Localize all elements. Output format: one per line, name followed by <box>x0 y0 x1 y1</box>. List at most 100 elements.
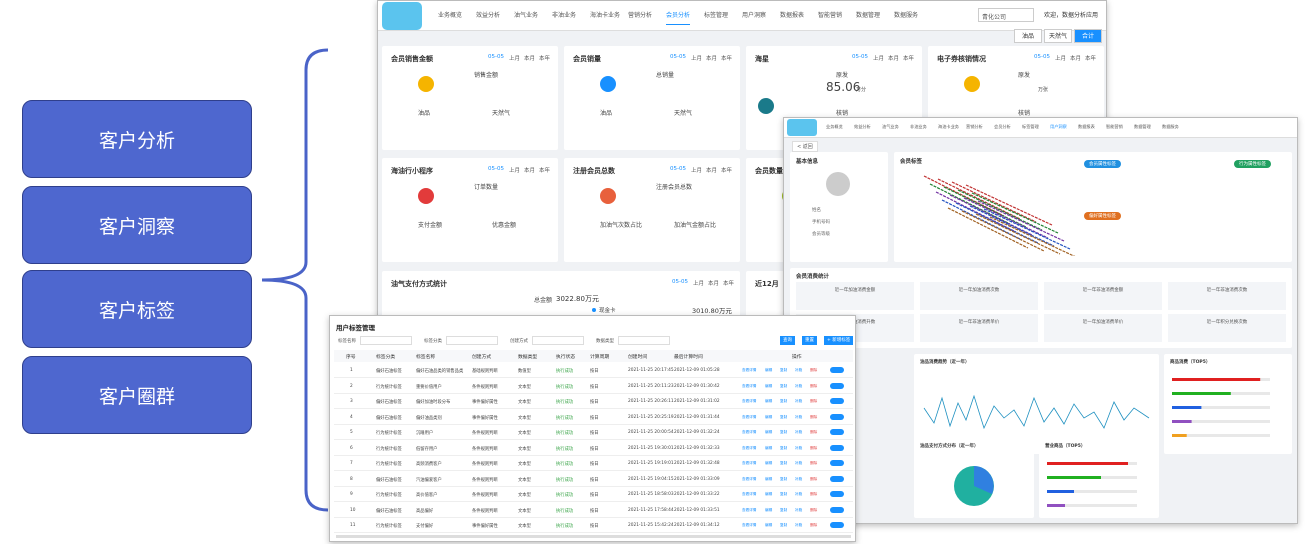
row-action[interactable]: 复制 <box>780 414 788 419</box>
row-action[interactable]: 查看详情 <box>742 476 757 481</box>
period-tab: 上月 <box>509 56 521 62</box>
row-action[interactable]: 编辑 <box>765 368 773 372</box>
row-action[interactable]: 编辑 <box>765 430 773 434</box>
menu-button[interactable]: 客户圈群 <box>22 356 252 434</box>
row-action[interactable]: 查看详情 <box>742 461 757 465</box>
back-link: < 返回 <box>792 141 818 152</box>
row-action[interactable]: 查看详情 <box>742 492 757 496</box>
nav-item[interactable]: 会员分析 <box>666 10 691 25</box>
row-action[interactable]: 复制 <box>780 445 788 450</box>
row-action[interactable]: 补跑 <box>795 368 803 372</box>
row-action[interactable]: 补跑 <box>795 461 803 465</box>
row-action[interactable]: 编辑 <box>765 492 773 496</box>
chart-graphic <box>1047 462 1137 507</box>
card-label: 销售金额 <box>474 72 499 79</box>
nav-item[interactable]: 数据管理 <box>856 12 881 19</box>
row-action[interactable]: 编辑 <box>765 383 773 388</box>
row-action[interactable]: 补跑 <box>795 445 803 450</box>
row-action[interactable]: 复制 <box>780 461 788 465</box>
row-action[interactable]: 复制 <box>780 383 788 388</box>
row-action[interactable]: 复制 <box>780 430 788 434</box>
row-action[interactable]: 删除 <box>810 399 818 403</box>
nav-item[interactable]: 数据报表 <box>780 12 805 19</box>
row-action[interactable]: 复制 <box>780 492 788 496</box>
row-action[interactable]: 编辑 <box>765 523 773 527</box>
bar-track <box>1047 490 1137 493</box>
tag-panel: 会员标签 会员属性标签 偏好属性标签 行为属性标签 <box>894 152 1292 262</box>
row-action[interactable]: 复制 <box>780 507 788 512</box>
nav-item[interactable]: 海油卡业务 <box>590 12 621 19</box>
nav-item[interactable]: 营销分析 <box>628 12 653 19</box>
row-action[interactable]: 补跑 <box>795 523 803 527</box>
menu-button[interactable]: 客户标签 <box>22 270 252 348</box>
menu-button[interactable]: 客户分析 <box>22 100 252 178</box>
action-button[interactable]: + 新增标签 <box>824 336 854 345</box>
nav-item[interactable]: 非油业务 <box>552 12 577 19</box>
row-action[interactable]: 删除 <box>810 461 818 465</box>
filter-button[interactable]: 天然气 <box>1044 29 1072 43</box>
row-action[interactable]: 复制 <box>780 523 788 527</box>
nav-item[interactable]: 业务概览 <box>438 12 463 19</box>
row-action[interactable]: 查看详情 <box>742 368 757 372</box>
nav-item[interactable]: 用户洞察 <box>742 12 767 19</box>
column-header: 计算周期 <box>590 355 610 360</box>
nav-item[interactable]: 智能营销 <box>818 12 843 19</box>
row-action[interactable]: 删除 <box>810 476 818 481</box>
cell: 2021-12-09 01:32:33 <box>674 445 720 451</box>
nav-item[interactable]: 油气业务 <box>514 12 539 19</box>
row-action[interactable]: 删除 <box>810 383 818 388</box>
cell: 行为统计标签 <box>376 524 402 529</box>
row-action[interactable]: 删除 <box>810 445 818 450</box>
row-action[interactable]: 查看详情 <box>742 414 757 419</box>
row-action[interactable]: 编辑 <box>765 399 773 403</box>
row-action[interactable]: 删除 <box>810 430 818 434</box>
row-action[interactable]: 复制 <box>780 399 788 403</box>
row-action[interactable]: 复制 <box>780 476 788 481</box>
row-action[interactable]: 补跑 <box>795 430 803 434</box>
row-action[interactable]: 删除 <box>810 414 818 419</box>
row-action[interactable]: 删除 <box>810 523 818 527</box>
period-tab: 本年 <box>721 56 733 62</box>
cell: 2021-12-09 01:33:09 <box>674 476 720 482</box>
row-action[interactable]: 补跑 <box>795 507 803 512</box>
row-action[interactable]: 复制 <box>780 368 788 372</box>
action-button[interactable]: 查询 <box>780 336 795 345</box>
nav-item[interactable]: 数据服务 <box>894 12 919 19</box>
row-action[interactable]: 补跑 <box>795 383 803 388</box>
legend-dot <box>592 308 596 312</box>
row-action[interactable]: 查看详情 <box>742 523 757 527</box>
action-button[interactable]: 重置 <box>802 336 817 345</box>
menu-button[interactable]: 客户洞察 <box>22 186 252 264</box>
row-action[interactable]: 查看详情 <box>742 399 757 403</box>
cell: 偏好石油标签 <box>376 508 402 514</box>
row-action[interactable]: 编辑 <box>765 445 773 450</box>
row-action[interactable]: 补跑 <box>795 399 803 403</box>
card-label: 核销 <box>1018 110 1031 117</box>
row-action[interactable]: 删除 <box>810 492 818 496</box>
row-action[interactable]: 查看详情 <box>742 445 757 450</box>
row-action[interactable]: 补跑 <box>795 476 803 481</box>
toggle <box>830 413 844 420</box>
row-action[interactable]: 编辑 <box>765 507 773 512</box>
toggle <box>830 475 844 482</box>
row-action[interactable]: 补跑 <box>795 492 803 496</box>
row-action[interactable]: 编辑 <box>765 461 773 465</box>
nav-item[interactable]: 标签管理 <box>704 12 729 19</box>
row-action[interactable]: 删除 <box>810 368 818 372</box>
table-row: 9 行为统计标签 高价值客户 条件规则判断 文本型 执行成功 按日 2021-11-25 18… <box>334 487 853 502</box>
row-action[interactable]: 查看详情 <box>742 430 757 434</box>
bar <box>1172 420 1192 423</box>
row-action[interactable]: 查看详情 <box>742 507 757 512</box>
row-action[interactable]: 删除 <box>810 507 818 512</box>
row-action[interactable]: 编辑 <box>765 476 773 481</box>
filter-button[interactable]: 合计 <box>1074 29 1102 43</box>
period-tab: 上月 <box>693 281 705 287</box>
period-tab: 本年 <box>1085 56 1097 62</box>
row-action[interactable]: 查看详情 <box>742 383 757 388</box>
filter-button[interactable]: 油品 <box>1014 29 1042 43</box>
row-action[interactable]: 编辑 <box>765 414 773 419</box>
nav-item[interactable]: 效益分析 <box>476 12 501 19</box>
cell: 按日 <box>590 493 599 498</box>
row-action[interactable]: 补跑 <box>795 414 803 419</box>
